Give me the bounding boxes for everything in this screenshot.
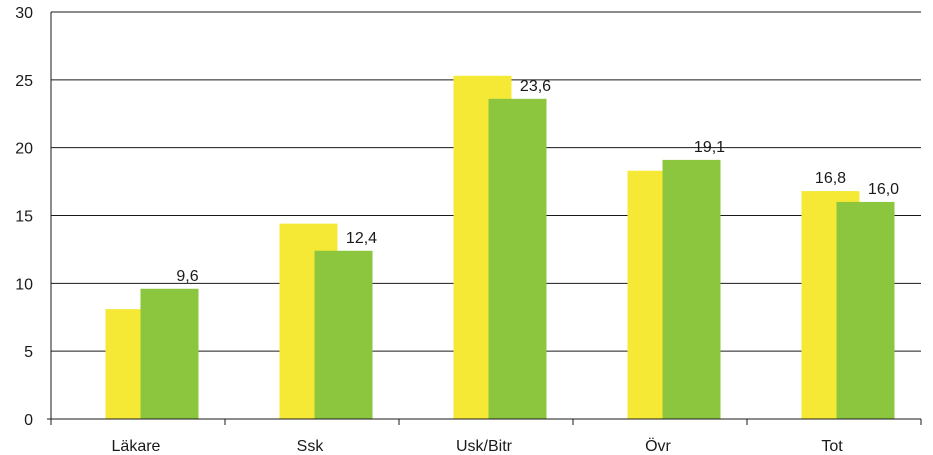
labels: 0 5 10 15 20 25 30 9,6 Läkare 12,4 Ssk 23,6 Usk/Bitr…: [15, 5, 899, 455]
y-tick-label: 15: [15, 209, 33, 226]
data-label: 16,8: [815, 170, 846, 187]
x-tick-label: Läkare: [112, 438, 161, 455]
y-tick-label: 0: [24, 412, 33, 429]
bar: [140, 288, 199, 419]
x-tick-label: Ssk: [297, 438, 325, 455]
bar: [662, 159, 721, 420]
y-tick-label: 20: [15, 141, 33, 158]
x-tick-label: Tot: [821, 438, 843, 455]
x-tick-label: Usk/Bitr: [456, 438, 513, 455]
x-tick-label: Övr: [645, 437, 671, 455]
y-tick-label: 30: [15, 5, 33, 22]
bar: [314, 250, 373, 419]
y-tick-label: 10: [15, 276, 33, 293]
axes: [47, 12, 922, 425]
bars: [105, 75, 895, 420]
data-label: 16,0: [868, 181, 899, 198]
bar: [488, 98, 547, 420]
data-label: 19,1: [694, 139, 725, 156]
y-tick-label: 5: [24, 344, 33, 361]
data-label: 12,4: [346, 230, 377, 247]
y-tick-label: 25: [15, 73, 33, 90]
data-label: 23,6: [520, 78, 551, 95]
bar: [836, 201, 895, 419]
data-label: 9,6: [176, 268, 198, 285]
